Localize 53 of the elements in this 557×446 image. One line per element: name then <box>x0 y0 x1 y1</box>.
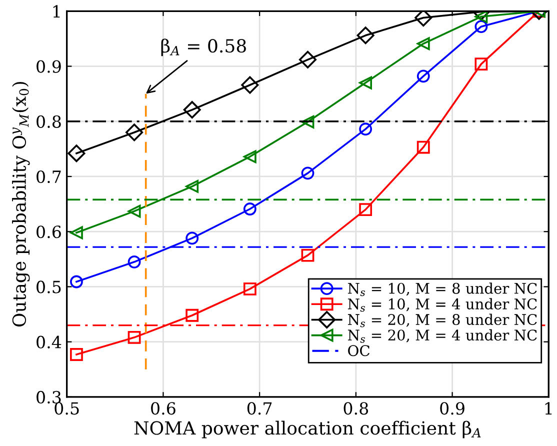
point <box>243 202 256 216</box>
point <box>301 166 314 180</box>
x-tick-label: 0.8 <box>344 402 368 415</box>
legend-label: N$_{s}$ = 10, M = 8 under NC <box>348 282 537 296</box>
legend-label: OC <box>348 345 370 356</box>
point <box>474 58 488 71</box>
point <box>298 50 317 68</box>
y-tick-label: 0.5 <box>36 280 61 294</box>
y-tick-label: 0.8 <box>36 115 61 128</box>
y-tick-label: 1 <box>53 5 60 18</box>
point <box>416 70 430 83</box>
annotation: β$_{A}$ = 0.58 <box>161 38 246 56</box>
point <box>70 226 83 240</box>
point <box>474 11 488 24</box>
point <box>359 203 372 216</box>
y-tick-label: 0.3 <box>36 390 61 404</box>
point <box>474 20 488 34</box>
point <box>186 180 199 193</box>
x-tick-label: 1 <box>545 402 552 414</box>
point <box>416 37 430 50</box>
point <box>126 124 144 142</box>
x-axis-title: NOMA power allocation coefficient β$_{A}$ <box>134 420 481 438</box>
point <box>356 26 374 44</box>
y-tick-label: 0.7 <box>36 170 61 184</box>
y-tick-label: 0.9 <box>36 60 61 73</box>
point <box>128 255 141 268</box>
point <box>359 122 372 136</box>
point <box>301 115 314 128</box>
point <box>241 76 259 94</box>
point <box>243 282 256 296</box>
legend-label: N$_{s}$ = 10, M = 4 under NC <box>348 298 537 312</box>
point <box>186 308 199 322</box>
point <box>359 76 372 90</box>
y-tick-label: 0.4 <box>36 336 62 348</box>
legend-label: N$_{s}$ = 20, M = 4 under NC <box>348 329 537 343</box>
x-tick-label: 0.7 <box>247 402 272 415</box>
point <box>68 144 86 162</box>
y-axis-title: Outage probability O$^{y}$$_{M}$(x$_{0}$) <box>12 82 30 327</box>
point <box>128 204 141 218</box>
point <box>70 275 83 288</box>
point <box>243 150 256 164</box>
y-tick-label: 0.6 <box>36 226 61 238</box>
point <box>301 248 314 262</box>
point <box>128 330 141 344</box>
x-tick-label: 0.5 <box>54 402 79 415</box>
point <box>70 348 83 361</box>
legend-label: N$_{s}$ = 20, M = 8 under NC <box>348 314 537 328</box>
point <box>416 140 430 154</box>
point <box>183 101 201 119</box>
point <box>186 232 199 245</box>
point <box>414 11 432 27</box>
x-tick-label: 0.6 <box>151 402 176 415</box>
x-tick-label: 0.9 <box>440 402 464 415</box>
